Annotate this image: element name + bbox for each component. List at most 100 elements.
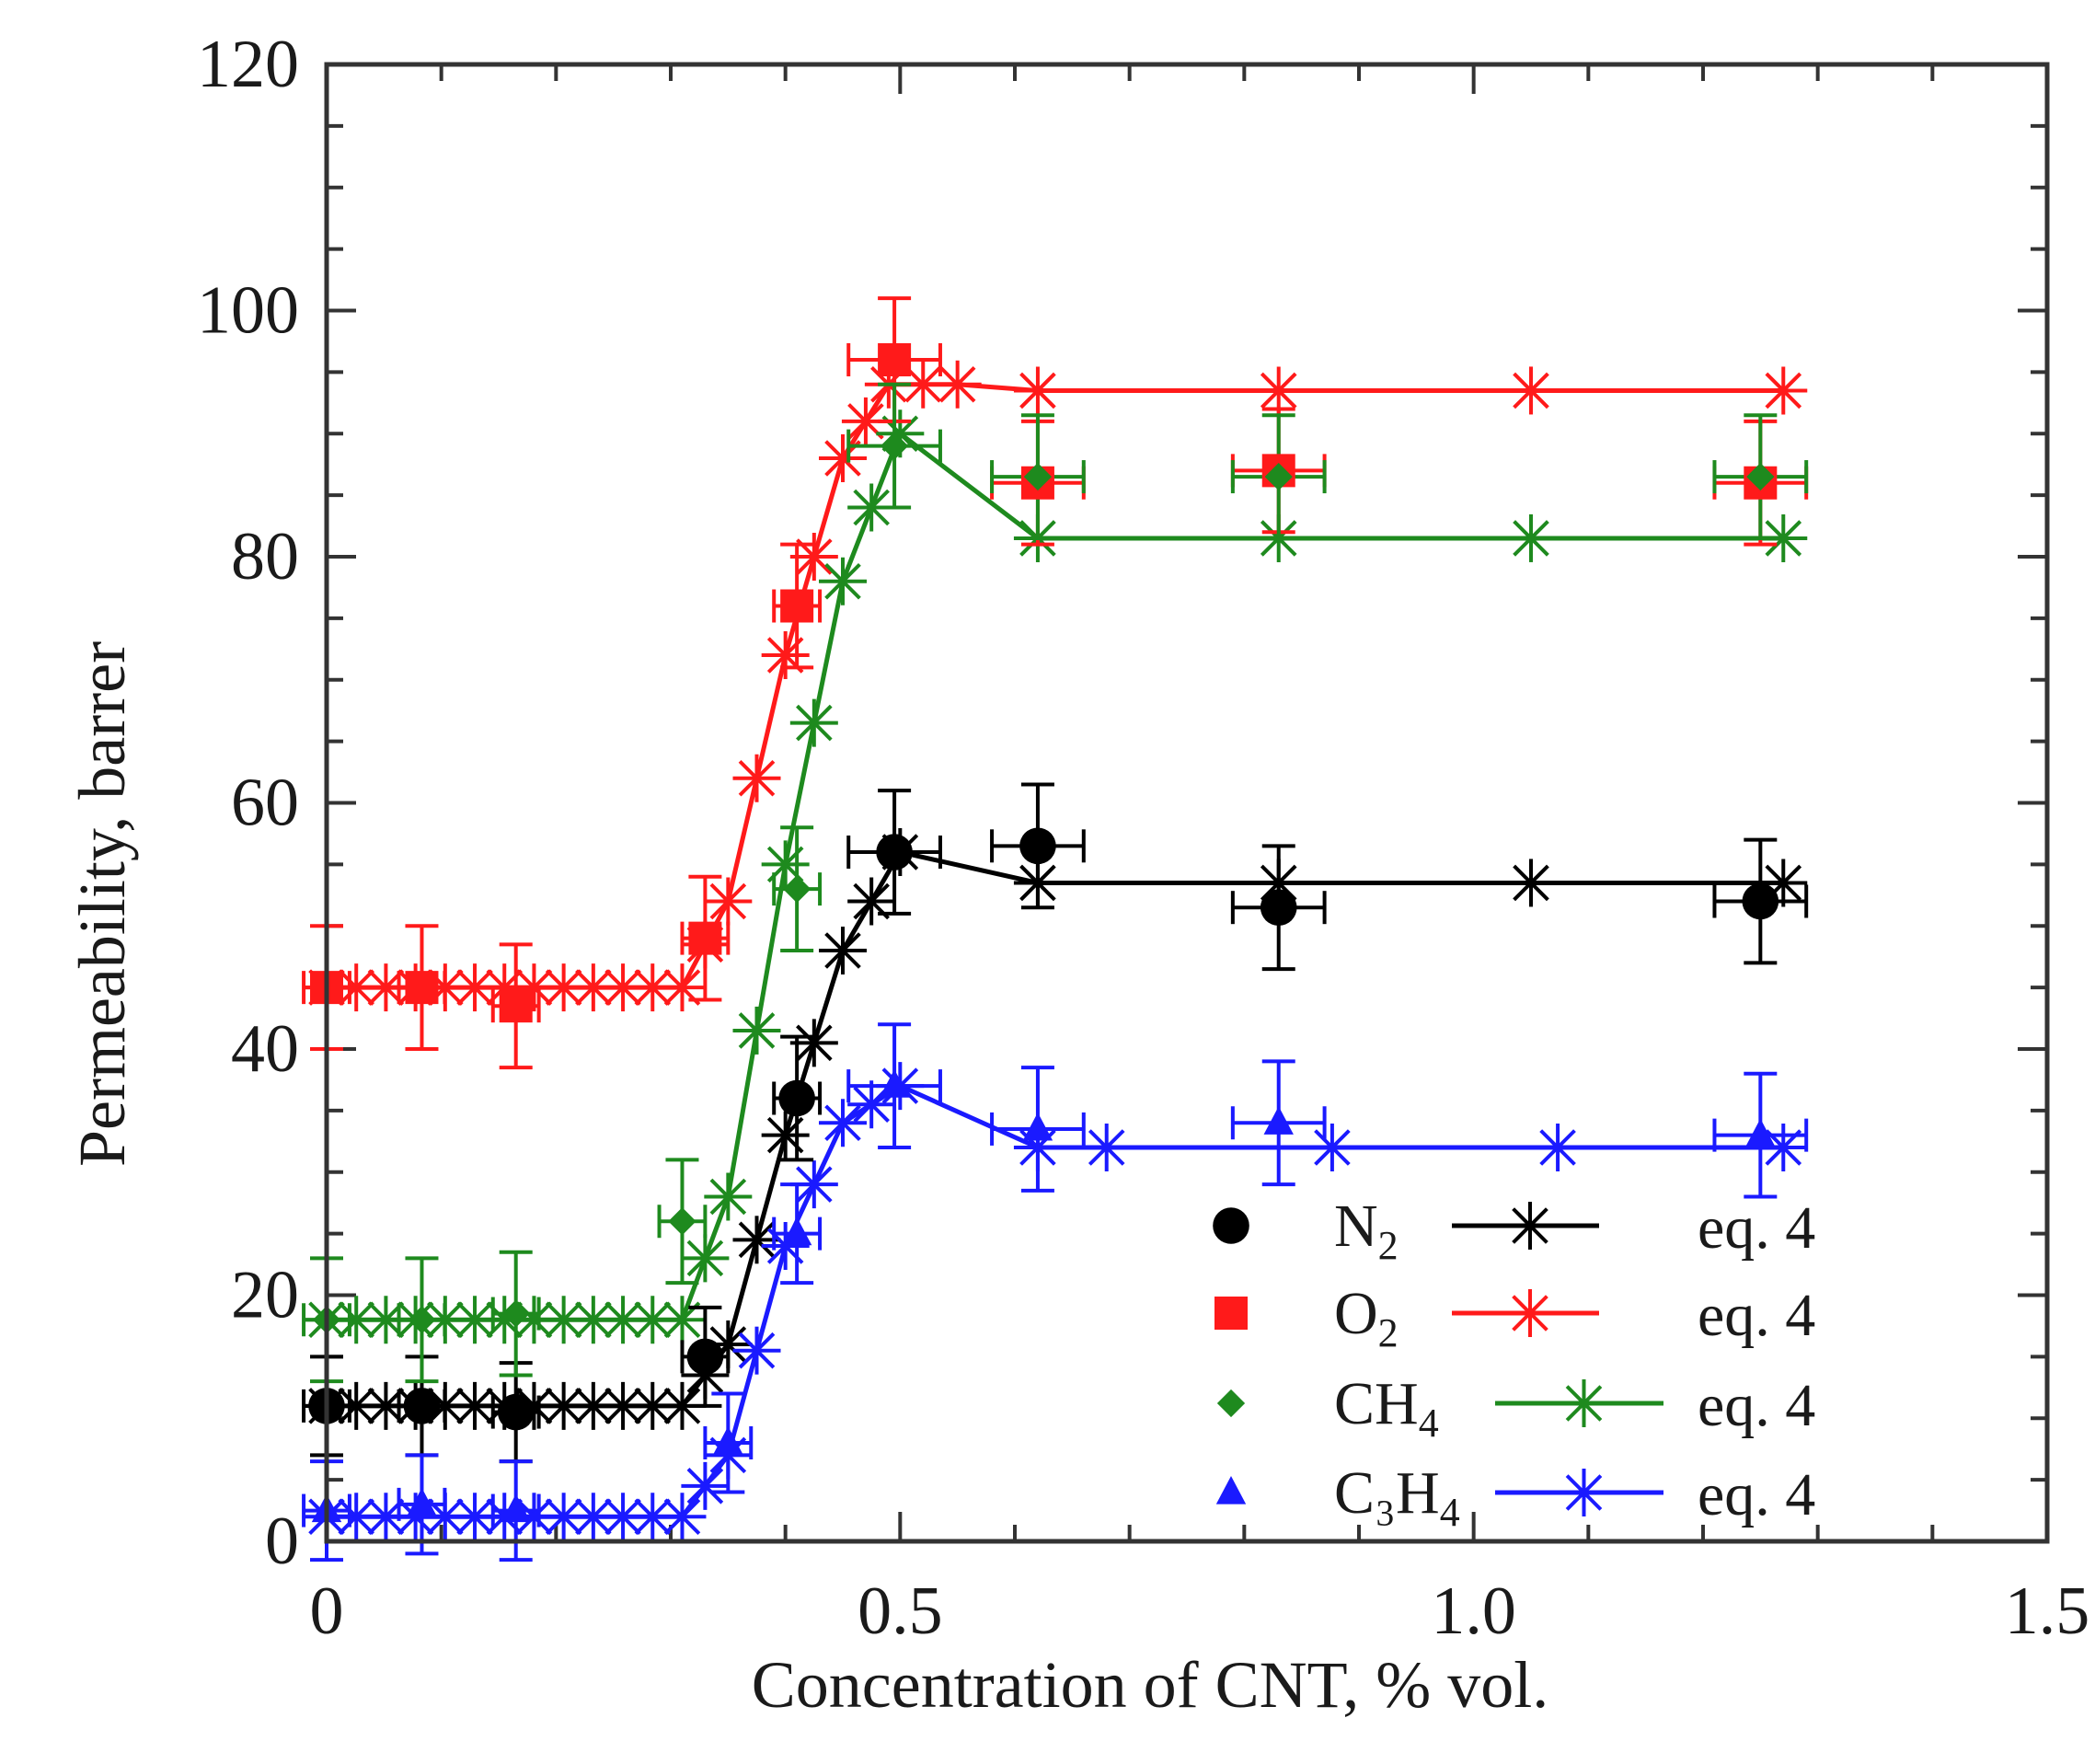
ch4-fit-point-arm	[1765, 520, 1802, 557]
data-markers	[308, 343, 1779, 1523]
ch4-fit-point	[658, 1296, 707, 1344]
c3h4-fit-point-arm	[604, 1498, 641, 1536]
c3h4-data-point	[501, 1493, 531, 1523]
legend-ch4-label-main: CH	[1334, 1370, 1419, 1437]
plot-frame	[324, 62, 2050, 1544]
legend-ch4-marker	[1216, 1389, 1246, 1418]
legend-n2-label: N2	[1334, 1193, 1399, 1268]
c3h4-fit-point	[1534, 1124, 1583, 1171]
o2-fit-point	[704, 877, 753, 926]
o2-fit-point-arm	[1260, 372, 1297, 409]
n2-fit-point	[1759, 859, 1808, 907]
ch4-fit-point	[681, 1234, 730, 1283]
legend-c3h4-asterisk	[1560, 1469, 1608, 1516]
n2-data-point	[778, 1079, 815, 1117]
n2-fit-point-arm	[796, 1024, 833, 1062]
y-tick-label: 120	[197, 27, 299, 102]
legend-c3h4-label-sub: 4	[1440, 1490, 1460, 1535]
n2-fit-point-arm	[456, 1388, 493, 1424]
ch4-fit-point	[628, 1296, 677, 1344]
legend-ch4-label: CH4	[1334, 1370, 1439, 1446]
c3h4-data-point	[713, 1426, 743, 1455]
c3h4-fit-point-arm	[338, 1498, 375, 1536]
legend-c3h4-label: C₃H4	[1334, 1459, 1460, 1535]
axis-ticks	[325, 63, 2049, 1543]
legend-n2-label-sub: 2	[1378, 1223, 1399, 1268]
n2-fit-point-arm	[663, 1388, 701, 1424]
legend-o2-fit-label: eq. 4	[1698, 1282, 1815, 1349]
n2-fit-point-arm	[824, 932, 861, 969]
ch4-fit-point-arm	[853, 489, 890, 526]
n2-data-point	[1260, 889, 1297, 926]
ch4-fit-point-arm	[634, 1301, 672, 1339]
legend-n2-label-main: N	[1334, 1193, 1378, 1260]
n2-fit-point-arm	[738, 1221, 776, 1259]
n2-fit-point-arm	[604, 1388, 641, 1424]
n2-fit-point	[451, 1381, 500, 1430]
n2-data-point	[1742, 882, 1779, 920]
c3h4-fit-point-arm	[634, 1498, 672, 1536]
n2-fit-point	[761, 1111, 810, 1159]
x-tick-label: 0.5	[858, 1574, 943, 1649]
y-tick-label: 100	[197, 273, 299, 349]
o2-data-point	[405, 971, 439, 1005]
ch4-fit-point-arm	[456, 1301, 493, 1339]
c3h4-fit-line	[327, 1083, 1784, 1519]
ch4-fit-point-arm	[796, 704, 833, 742]
x-tick-label: 1.0	[1431, 1574, 1516, 1649]
legend-ch4-asterisk	[1560, 1379, 1608, 1427]
c3h4-data-point	[781, 1216, 812, 1246]
n2-fit-point-arm	[575, 1388, 612, 1424]
y-tick-label: 40	[231, 1011, 299, 1087]
legend-o2-label-main: O	[1334, 1280, 1378, 1347]
ch4-data-point	[1023, 462, 1053, 491]
c3h4-fit-point-arm	[663, 1498, 701, 1536]
o2-fit-point	[1254, 366, 1303, 415]
c3h4-fit-point-arm	[1314, 1129, 1351, 1166]
x-tick-label: 0	[310, 1574, 344, 1649]
o2-fit-line	[327, 382, 1784, 990]
ch4-fit-point	[704, 1172, 753, 1221]
y-tick-label: 80	[231, 519, 299, 594]
o2-fit-point-arm	[545, 969, 582, 1006]
n2-fit-point-arm	[853, 882, 890, 920]
legend-o2-label: O2	[1334, 1280, 1399, 1355]
n2-fit-point	[819, 927, 867, 974]
c3h4-fit-point-arm	[545, 1498, 582, 1536]
o2-data-point	[780, 589, 814, 623]
ch4-fit-point-arm	[824, 562, 861, 600]
o2-fit-point-arm	[338, 969, 375, 1006]
n2-data-point	[403, 1388, 441, 1424]
legend-ch4-fit-label: eq. 4	[1698, 1372, 1815, 1439]
o2-fit-point-arm	[938, 365, 976, 403]
x-axis-title: Concentration of CNT, % vol.	[752, 1648, 1549, 1722]
o2-fit-point	[1759, 366, 1808, 415]
o2-fit-point-arm	[709, 882, 747, 920]
o2-fit-point	[761, 631, 810, 679]
o2-fit-point-arm	[847, 403, 884, 440]
c3h4-fit-point	[658, 1493, 707, 1541]
o2-fit-point-arm	[456, 969, 493, 1006]
c3h4-fit-point-arm	[1088, 1129, 1125, 1166]
c3h4-fit-point-arm	[575, 1498, 612, 1536]
legend-c3h4-fit-label: eq. 4	[1698, 1461, 1815, 1528]
o2-fit-point-arm	[1765, 372, 1802, 409]
n2-fit-point	[847, 877, 896, 926]
y-tick-label: 20	[231, 1258, 299, 1333]
c3h4-fit-point-arm	[824, 1104, 861, 1142]
c3h4-fit-point	[1082, 1124, 1131, 1171]
o2-fit-point-arm	[904, 365, 942, 403]
legend-ch4-label-sub: 4	[1419, 1401, 1439, 1446]
ch4-data-point	[408, 1306, 436, 1334]
legend-o2-marker	[1214, 1297, 1248, 1330]
legend-c3h4-marker	[1215, 1476, 1247, 1505]
n2-data-point	[686, 1338, 724, 1376]
ch4-fit-point	[819, 557, 867, 605]
n2-fit-point-arm	[338, 1388, 375, 1424]
n2-data-point	[1019, 827, 1056, 865]
legend-n2-fit-label: eq. 4	[1698, 1194, 1815, 1262]
o2-data-point	[499, 989, 533, 1023]
n2-fit-point-arm	[545, 1388, 582, 1424]
legend-c3h4-label-main: C₃H	[1334, 1459, 1440, 1527]
